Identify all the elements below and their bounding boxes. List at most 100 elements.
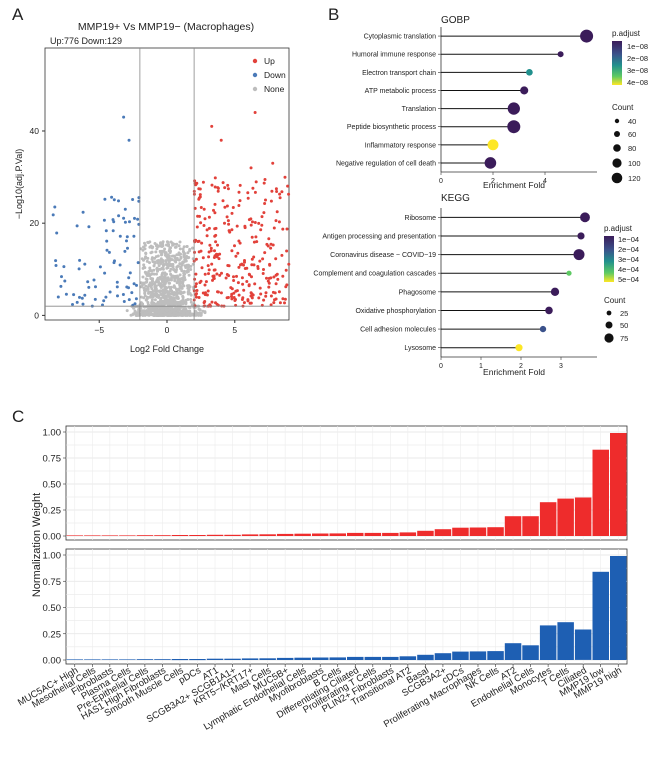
point-up	[199, 221, 203, 225]
point-up	[193, 277, 197, 281]
point-up	[200, 241, 204, 245]
bar-red	[592, 449, 609, 536]
gobp-xlabel: Enrichment Fold	[483, 180, 545, 190]
point-none	[167, 244, 170, 248]
point-none	[189, 268, 193, 271]
point-none	[156, 254, 160, 258]
bar-red	[101, 535, 119, 536]
bar-ytick-label: 0.00	[43, 532, 62, 543]
point-up	[257, 296, 261, 300]
point-up	[201, 256, 205, 260]
panel-label-a: A	[12, 5, 24, 24]
kegg-dot	[545, 306, 553, 315]
point-up	[214, 240, 218, 244]
kegg-term-label: Complement and coagulation cascades	[313, 271, 436, 278]
point-down	[136, 217, 140, 221]
point-up	[269, 242, 273, 246]
point-none	[173, 279, 177, 283]
point-none	[182, 253, 186, 257]
bar-blue	[452, 651, 469, 660]
point-none	[188, 249, 192, 253]
volcano-ytick-label: 0	[34, 310, 39, 320]
point-up	[274, 282, 278, 286]
point-up	[249, 301, 253, 305]
point-up	[246, 298, 250, 302]
kegg-padj-tick-4: 4e−04	[618, 265, 639, 274]
point-up	[274, 257, 278, 261]
point-none	[175, 274, 179, 278]
point-up	[252, 240, 256, 244]
point-none	[173, 255, 177, 259]
point-down	[104, 295, 108, 299]
bar-red	[610, 433, 627, 536]
bar-red	[504, 516, 522, 536]
legend-down-label: Down	[264, 70, 286, 80]
point-none	[153, 260, 157, 264]
point-none	[178, 273, 182, 277]
point-none	[167, 281, 171, 285]
point-up	[217, 257, 221, 261]
kegg-padj-title: p.adjust	[604, 224, 633, 233]
point-none	[181, 294, 185, 298]
point-down	[108, 290, 112, 294]
point-up	[211, 278, 214, 282]
point-down	[115, 285, 119, 289]
point-up	[249, 291, 253, 295]
point-up	[219, 291, 223, 295]
point-up	[271, 161, 275, 165]
point-none	[143, 294, 147, 298]
point-none	[178, 262, 182, 266]
kegg-dot	[566, 270, 572, 276]
bar-red	[241, 534, 259, 536]
bar-red	[294, 533, 311, 536]
gobp-plot: GOBP Cytoplasmic translation Humoral immu…	[336, 15, 648, 190]
point-none	[176, 264, 180, 268]
point-up	[213, 202, 217, 206]
point-up	[208, 303, 212, 307]
volcano-counts: Up:776 Down:129	[50, 36, 122, 46]
point-up	[252, 263, 256, 267]
point-down	[131, 198, 135, 201]
point-none	[143, 270, 147, 274]
bar-red	[434, 529, 452, 536]
bar-ytick-label: 1.00	[43, 428, 62, 439]
point-down	[135, 283, 138, 287]
point-up	[283, 175, 287, 179]
point-up	[210, 124, 214, 128]
gobp-count-tick-1: 40	[628, 117, 636, 126]
point-down	[94, 285, 97, 289]
point-none	[141, 248, 145, 252]
point-down	[112, 198, 116, 202]
bar-chart-panel: Normalization Weight 0.00 0.25 0.50 0.75 1.0…	[16, 425, 628, 733]
point-none	[184, 299, 188, 303]
point-down	[122, 115, 126, 119]
point-up	[280, 190, 284, 194]
point-none	[173, 307, 177, 311]
point-up	[261, 257, 265, 261]
point-up	[213, 254, 217, 258]
bar-blue	[154, 659, 171, 660]
point-up	[238, 199, 242, 203]
point-down	[54, 264, 58, 267]
legend-down-dot	[252, 72, 258, 78]
point-down	[102, 218, 106, 222]
point-up	[264, 198, 267, 202]
point-down	[78, 295, 81, 299]
point-none	[175, 253, 179, 257]
gobp-term-label: Peptide biosynthetic process	[347, 124, 437, 131]
point-up	[219, 138, 223, 142]
point-up	[194, 293, 198, 296]
bar-red	[312, 533, 329, 536]
point-up	[201, 291, 205, 295]
point-up	[235, 274, 238, 278]
point-none	[148, 240, 152, 244]
point-none	[173, 269, 177, 273]
kegg-xtick-label: 2	[519, 363, 523, 370]
point-none	[168, 287, 172, 291]
point-down	[122, 216, 126, 220]
point-none	[162, 313, 166, 317]
point-none	[148, 261, 151, 265]
point-none	[161, 284, 165, 288]
point-none	[146, 306, 150, 309]
point-none	[176, 295, 179, 299]
